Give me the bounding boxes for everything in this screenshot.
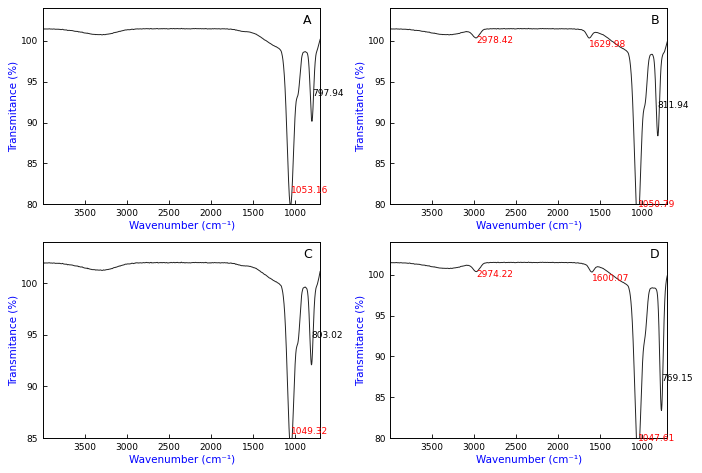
Text: 2978.42: 2978.42 (476, 36, 513, 45)
Text: 803.02: 803.02 (312, 331, 343, 340)
X-axis label: Wavenumber (cm⁻¹): Wavenumber (cm⁻¹) (128, 221, 234, 231)
X-axis label: Wavenumber (cm⁻¹): Wavenumber (cm⁻¹) (128, 455, 234, 464)
Y-axis label: Transmitance (%): Transmitance (%) (8, 61, 18, 152)
Text: 1053.16: 1053.16 (291, 185, 328, 194)
X-axis label: Wavenumber (cm⁻¹): Wavenumber (cm⁻¹) (476, 221, 582, 231)
Text: 1047.61: 1047.61 (638, 434, 675, 443)
Text: 1600.07: 1600.07 (592, 274, 629, 283)
Text: 1629.98: 1629.98 (589, 40, 626, 49)
Text: 1050.79: 1050.79 (638, 200, 675, 209)
Text: 811.94: 811.94 (658, 101, 689, 110)
Text: B: B (650, 14, 659, 27)
Text: 797.94: 797.94 (312, 89, 343, 98)
Y-axis label: Transmitance (%): Transmitance (%) (355, 295, 366, 385)
Text: 2974.22: 2974.22 (477, 270, 513, 279)
Text: A: A (303, 14, 312, 27)
Y-axis label: Transmitance (%): Transmitance (%) (8, 295, 18, 385)
Text: D: D (649, 248, 659, 261)
Text: C: C (303, 248, 312, 261)
Text: 1049.32: 1049.32 (291, 427, 328, 436)
X-axis label: Wavenumber (cm⁻¹): Wavenumber (cm⁻¹) (476, 455, 582, 464)
Text: 769.15: 769.15 (661, 374, 693, 383)
Y-axis label: Transmitance (%): Transmitance (%) (355, 61, 366, 152)
